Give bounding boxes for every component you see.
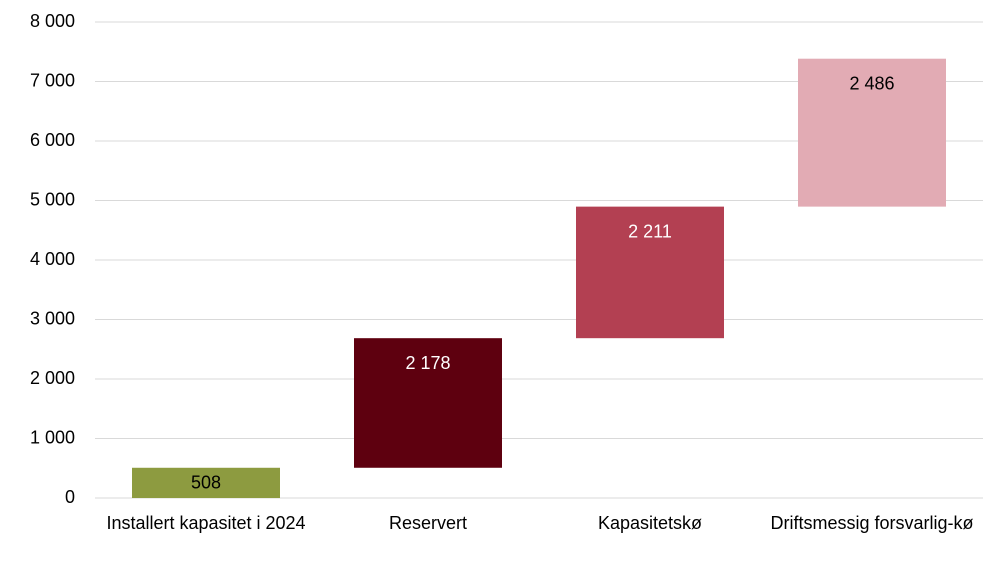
data-label: 2 211: [628, 221, 672, 241]
y-tick-label: 3 000: [30, 308, 75, 328]
data-label: 508: [191, 473, 221, 493]
data-label: 2 178: [405, 353, 450, 373]
y-tick-label: 8 000: [30, 11, 75, 31]
x-tick-label: Driftsmessig forsvarlig-kø: [770, 513, 974, 533]
x-tick-label: Kapasitetskø: [597, 513, 703, 533]
y-tick-label: 1 000: [30, 427, 75, 447]
bar: [132, 467, 280, 498]
y-tick-label: 2 000: [30, 368, 75, 388]
x-tick-label: Installert kapasitet i 2024: [106, 513, 306, 533]
y-tick-label: 5 000: [30, 189, 75, 209]
x-tick-label: Reservert: [388, 513, 468, 533]
data-label: 2 486: [849, 73, 894, 93]
bar: [798, 58, 946, 207]
y-tick-label: 6 000: [30, 130, 75, 150]
bar: [354, 338, 502, 468]
y-tick-label: 0: [65, 487, 75, 507]
y-tick-label: 7 000: [30, 70, 75, 90]
bar: [576, 206, 724, 339]
y-tick-label: 4 000: [30, 249, 75, 269]
